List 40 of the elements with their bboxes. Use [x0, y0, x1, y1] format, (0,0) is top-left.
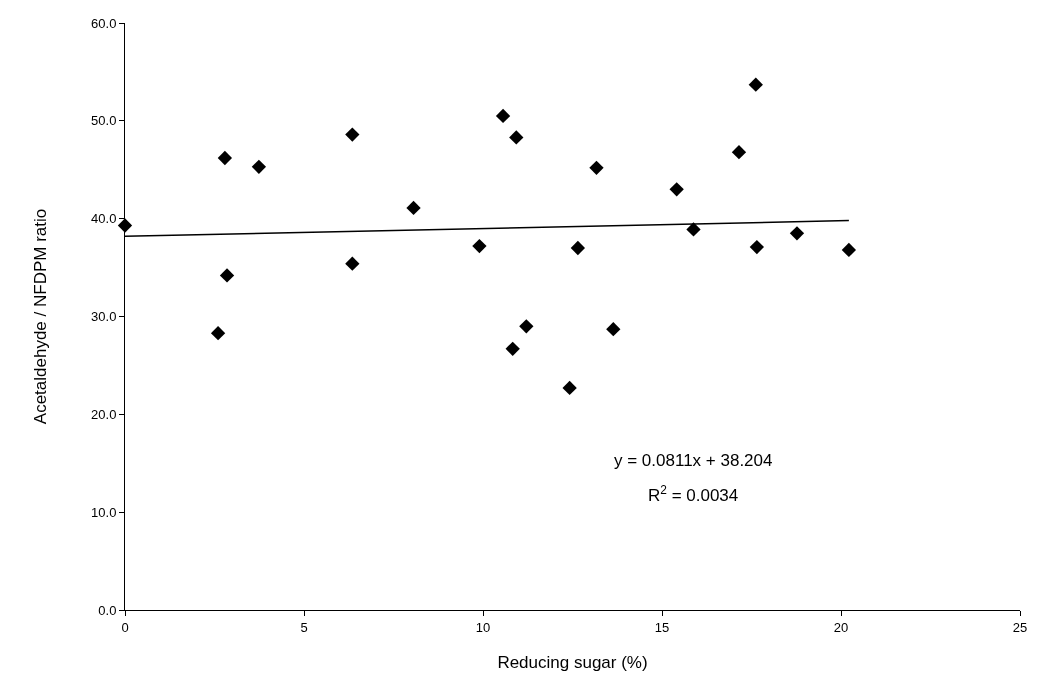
point	[495, 108, 511, 124]
y-tick-label: 50.0	[91, 113, 117, 129]
point	[606, 322, 621, 337]
point	[345, 127, 360, 142]
point	[217, 150, 233, 166]
y-tick-label: 60.0	[91, 15, 117, 31]
point	[570, 240, 586, 256]
annotation: R$^{2}$ = 0.0034	[648, 483, 739, 506]
point	[406, 200, 421, 216]
point	[789, 226, 805, 241]
y-tick-label: 0.0	[98, 602, 117, 618]
point	[748, 77, 763, 92]
point	[589, 160, 604, 175]
point	[345, 256, 360, 271]
x-tick-label: 20	[833, 619, 849, 635]
point	[841, 242, 857, 258]
point	[505, 341, 520, 356]
y-tick-label: 10.0	[91, 504, 117, 520]
point	[210, 325, 226, 341]
x-tick-label: 0	[121, 619, 129, 635]
point	[686, 222, 701, 237]
x-tick-label: 25	[1012, 619, 1028, 635]
annotation: y = 0.0811x + 38.204	[614, 451, 773, 470]
point	[219, 268, 235, 283]
x-axis-title: Reducing sugar (%)	[497, 653, 648, 672]
point	[669, 182, 684, 197]
point	[749, 239, 765, 255]
x-tick-label: 5	[300, 619, 308, 635]
point	[562, 380, 577, 396]
point	[731, 144, 747, 160]
point	[519, 319, 534, 334]
x-tick-label: 10	[475, 619, 491, 635]
point	[509, 130, 524, 145]
y-tick-label: 20.0	[91, 406, 117, 422]
point	[472, 238, 487, 254]
y-tick-label: 40.0	[91, 211, 117, 227]
y-axis-title: Acetaldehyde / NFDPM ratio	[30, 208, 50, 425]
point	[251, 159, 267, 174]
y-tick-label: 30.0	[91, 309, 117, 325]
x-tick-label: 15	[654, 619, 670, 635]
